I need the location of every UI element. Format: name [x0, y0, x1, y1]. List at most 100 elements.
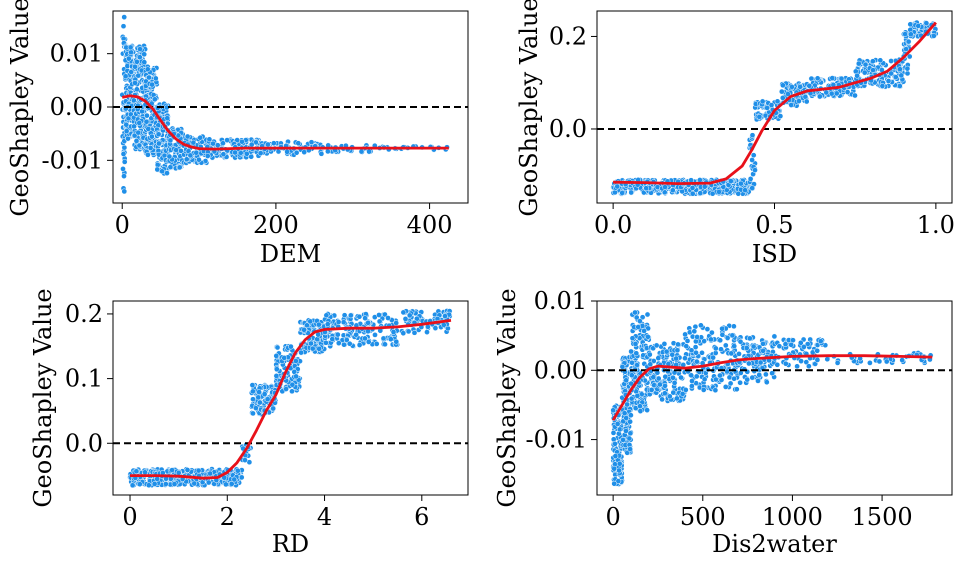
scatter-point: [147, 145, 154, 151]
scatter-point: [674, 395, 680, 402]
scatter-point: [718, 346, 724, 353]
scatter-point: [390, 329, 397, 335]
scatter-point: [257, 399, 263, 406]
scatter-point: [907, 31, 914, 38]
panel-rd: 0 2 4 6 0.0 0.1 0.2 RD GeoShapley Value: [29, 288, 469, 558]
scatter-point: [669, 187, 676, 194]
scatter-point: [804, 341, 811, 347]
scatter-point: [700, 387, 707, 393]
scatter-point: [708, 336, 714, 343]
y-tick-label: -0.01: [525, 426, 587, 454]
scatter-point: [717, 337, 724, 344]
scatter-point: [120, 166, 126, 172]
scatter-point: [175, 469, 182, 476]
scatter-point: [166, 153, 173, 160]
scatter-point: [346, 340, 353, 347]
scatter-point: [671, 380, 678, 386]
scatter-point: [824, 356, 831, 363]
scatter-point: [619, 363, 626, 370]
scatter-point: [624, 449, 631, 456]
scatter-point: [728, 178, 734, 184]
scatter-point: [382, 341, 388, 348]
scatter-point: [141, 51, 148, 58]
scatter-point: [273, 366, 280, 373]
scatter-point: [650, 374, 657, 381]
scatter-point: [650, 358, 657, 364]
scatter-point: [191, 480, 198, 487]
scatter-point: [623, 415, 630, 421]
scatter-point: [295, 140, 302, 147]
scatter-point: [135, 129, 142, 136]
y-tick-label: 0.0: [65, 429, 103, 457]
scatter-point: [701, 376, 708, 383]
scatter-point: [689, 383, 695, 389]
scatter-point: [666, 393, 673, 400]
scatter-point: [132, 80, 138, 86]
x-tick-label: 0: [122, 503, 137, 531]
scatter-point: [904, 70, 911, 77]
y-tick-label: 0.00: [50, 93, 103, 121]
scatter-point: [207, 470, 214, 477]
scatter-point: [341, 341, 347, 348]
scatter-point: [644, 407, 650, 413]
scatter-point: [628, 412, 634, 419]
scatter-point: [670, 389, 677, 396]
scatter-point: [634, 392, 641, 399]
scatter-point: [128, 69, 135, 75]
scatter-point: [632, 341, 639, 347]
scatter-point: [623, 377, 630, 384]
scatter-point: [283, 386, 289, 392]
scatter-point: [750, 152, 757, 159]
scatter-point: [142, 469, 148, 476]
scatter-point: [682, 387, 689, 393]
x-tick-label: 0.0: [594, 211, 632, 239]
scatter-point: [627, 446, 633, 452]
scatter-point: [612, 453, 619, 459]
scatter-point: [855, 60, 862, 67]
scatter-point: [343, 337, 350, 343]
scatter-point: [614, 421, 621, 427]
scatter-point: [653, 342, 660, 349]
scatter-point: [228, 481, 235, 487]
scatter-point: [183, 156, 190, 163]
scatter-point: [136, 481, 143, 488]
scatter-point: [907, 21, 914, 28]
scatter-point: [123, 121, 130, 128]
scatter-point: [128, 49, 134, 56]
scatter-point: [903, 46, 909, 52]
x-tick-label: 400: [407, 211, 453, 239]
scatter-point: [736, 351, 742, 357]
scatter-point: [143, 118, 150, 125]
scatter-point: [284, 148, 290, 155]
scatter-point: [712, 387, 719, 394]
scatter-point: [628, 372, 635, 379]
scatter-point: [249, 382, 256, 388]
scatter-point: [744, 376, 751, 383]
scatter-point: [164, 115, 171, 122]
scatter-point: [697, 190, 704, 196]
scatter-point: [220, 140, 226, 147]
scatter-point: [867, 360, 873, 366]
scatter-point: [633, 314, 640, 321]
scatter-point: [223, 481, 229, 488]
scatter-point: [340, 319, 347, 326]
scatter-point: [682, 355, 688, 362]
y-tick-label: 0.2: [549, 22, 587, 50]
x-tick-label: 4: [317, 503, 332, 531]
scatter-point: [763, 371, 769, 378]
scatter-point: [184, 133, 191, 140]
scatter-point: [898, 72, 905, 79]
scatter-point: [281, 355, 288, 361]
scatter-point: [616, 467, 622, 474]
fit-line: [130, 319, 452, 480]
scatter-point: [356, 342, 363, 348]
x-axis-label-rd: RD: [272, 530, 309, 558]
scatter-point: [293, 373, 299, 380]
scatter-point: [125, 135, 131, 142]
scatter-point: [132, 63, 138, 70]
scatter-point: [376, 318, 383, 325]
scatter-point: [615, 478, 622, 484]
scatter-point: [151, 96, 158, 103]
scatter-point: [611, 465, 618, 472]
